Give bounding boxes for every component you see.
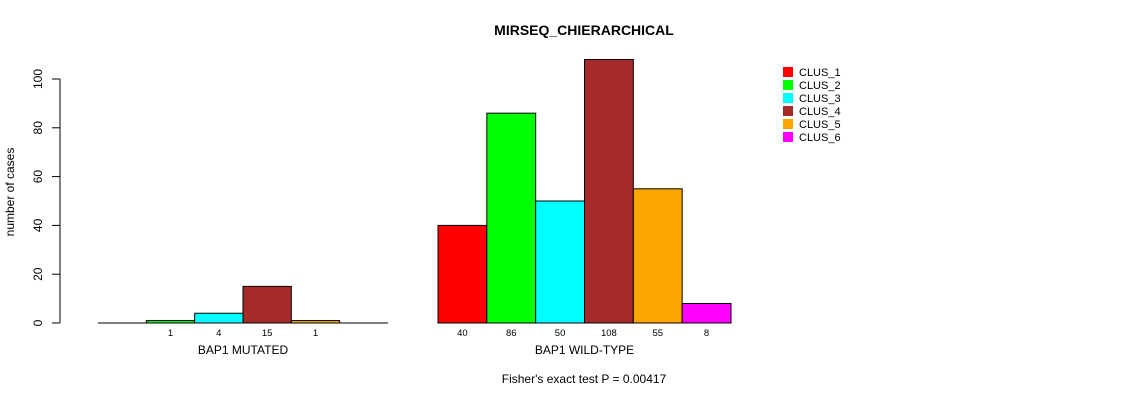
bar-count-label: 8 — [704, 328, 709, 339]
bar-clus_3 — [194, 312, 244, 324]
legend-label: CLUS_6 — [799, 132, 841, 144]
y-axis: 0 20 40 60 80 100 — [31, 69, 61, 326]
legend-swatch — [783, 106, 793, 116]
fisher-test-footnote: Fisher's exact test P = 0.00417 — [502, 372, 667, 386]
legend-swatch — [783, 132, 793, 142]
y-tick-label: 80 — [31, 121, 45, 135]
legend-label: CLUS_3 — [799, 93, 841, 105]
bar-clus_4 — [584, 58, 634, 324]
bar-clus_1 — [437, 224, 488, 324]
group-label: BAP1 MUTATED — [198, 343, 289, 357]
bar-count-label: 1 — [313, 328, 318, 339]
y-tick-label: 100 — [31, 69, 45, 89]
bar-count-label: 4 — [216, 328, 221, 339]
bar-group: 40 86 50 108 55 8 BAP1 WILD-TYPE — [437, 58, 732, 357]
bar-count-label: 86 — [506, 328, 517, 339]
y-axis-label: number of cases — [3, 148, 17, 237]
legend-label: CLUS_4 — [799, 106, 841, 118]
bar-clus_2 — [486, 112, 537, 324]
bar-count-label: 108 — [601, 328, 617, 339]
bar-count-label: 55 — [652, 328, 663, 339]
bar-count-label: 40 — [457, 328, 468, 339]
legend-swatch — [783, 119, 793, 129]
legend-swatch — [783, 67, 793, 77]
chart-title: MIRSEQ_CHIERARCHICAL — [494, 22, 674, 38]
bar-clus_5 — [632, 188, 683, 324]
bar-group: 1 4 15 1 BAP1 MUTATED — [98, 285, 388, 357]
legend-swatch — [783, 93, 793, 103]
y-tick-label: 20 — [31, 267, 45, 281]
group-label: BAP1 WILD-TYPE — [535, 343, 634, 357]
bar-clus_6 — [681, 302, 732, 324]
legend-label: CLUS_2 — [799, 80, 841, 92]
bar-count-label: 15 — [262, 328, 273, 339]
bar-count-label: 1 — [168, 328, 173, 339]
y-tick-label: 40 — [31, 218, 45, 232]
legend-label: CLUS_1 — [799, 67, 841, 79]
y-tick-label: 0 — [31, 319, 45, 326]
legend-label: CLUS_5 — [799, 119, 841, 131]
bar-clus_4 — [242, 285, 292, 324]
bar-clus_3 — [535, 200, 586, 324]
bar-groups: 1 4 15 1 BAP1 MUTATED 40 86 50 108 55 8 BAP1 WILD-T… — [98, 58, 732, 357]
legend-swatch — [783, 80, 793, 90]
y-tick-label: 60 — [31, 170, 45, 184]
bar-count-label: 50 — [555, 328, 566, 339]
